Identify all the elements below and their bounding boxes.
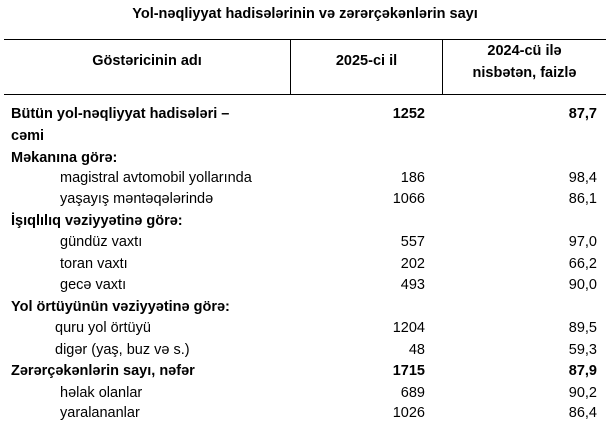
header-ratio: 2024-cü ilə nisbətən, faizlə bbox=[443, 40, 606, 84]
row-label: digər (yaş, buz və s.) bbox=[55, 342, 190, 358]
value-2025: 186 bbox=[400, 170, 425, 186]
value-2025: 689 bbox=[400, 385, 425, 401]
row-label: magistral avtomobil yollarında bbox=[60, 170, 252, 186]
value-ratio: 66,2 bbox=[568, 256, 597, 272]
value-2025: 1026 bbox=[392, 405, 425, 421]
row-label: həlak olanlar bbox=[60, 385, 143, 401]
table-row: digər (yaş, buz və s.) 48 59,3 bbox=[0, 340, 610, 360]
value-ratio: 86,1 bbox=[568, 191, 597, 207]
row-label: yaşayış məntəqələrində bbox=[60, 191, 214, 207]
table-row: yaşayış məntəqələrində 1066 86,1 bbox=[0, 189, 610, 209]
row-label: gündüz vaxtı bbox=[60, 234, 143, 250]
row-label: toran vaxtı bbox=[60, 256, 128, 272]
value-ratio: 86,4 bbox=[568, 405, 597, 421]
header-name: Göstəricinin adı bbox=[92, 53, 202, 69]
table-row: Yol örtüyünün vəziyyətinə görə: bbox=[0, 297, 610, 317]
value-ratio: 59,3 bbox=[568, 342, 597, 358]
column-divider bbox=[442, 39, 443, 94]
header-ratio-line1: 2024-cü ilə bbox=[487, 43, 562, 59]
table-row: magistral avtomobil yollarında 186 98,4 bbox=[0, 168, 610, 188]
row-label: Məkanına görə: bbox=[11, 150, 118, 166]
value-ratio: 97,0 bbox=[568, 234, 597, 250]
table-row: Zərərçəkənlərin sayı, nəfər 1715 87,9 bbox=[0, 361, 610, 381]
table-row: Məkanına görə: bbox=[0, 148, 610, 168]
value-ratio: 98,4 bbox=[568, 170, 597, 186]
value-2025: 1204 bbox=[392, 320, 425, 336]
table-row: Bütün yol-nəqliyyat hadisələri – 1252 87,7 bbox=[0, 104, 610, 124]
value-2025: 1252 bbox=[392, 106, 425, 122]
value-ratio: 87,9 bbox=[568, 363, 597, 379]
row-label: yaralananlar bbox=[60, 405, 140, 421]
table-row: İşıqlılıq vəziyyətinə görə: bbox=[0, 211, 610, 231]
row-label: Yol örtüyünün vəziyyətinə görə: bbox=[11, 299, 230, 315]
value-2025: 202 bbox=[400, 256, 425, 272]
table-row: gecə vaxtı 493 90,0 bbox=[0, 275, 610, 295]
table-row: quru yol örtüyü 1204 89,5 bbox=[0, 318, 610, 338]
value-2025: 1715 bbox=[392, 363, 425, 379]
row-label: gecə vaxtı bbox=[60, 277, 127, 293]
table-row: həlak olanlar 689 90,2 bbox=[0, 383, 610, 403]
row-label: quru yol örtüyü bbox=[55, 320, 151, 336]
row-label: cəmi bbox=[11, 128, 45, 144]
value-2025: 1066 bbox=[392, 191, 425, 207]
column-divider bbox=[290, 39, 291, 94]
table-row: toran vaxtı 202 66,2 bbox=[0, 254, 610, 274]
value-2025: 557 bbox=[400, 234, 425, 250]
table-row: gündüz vaxtı 557 97,0 bbox=[0, 232, 610, 252]
row-label: İşıqlılıq vəziyyətinə görə: bbox=[11, 213, 183, 229]
row-label: Bütün yol-nəqliyyat hadisələri – bbox=[11, 106, 230, 122]
table-row: yaralananlar 1026 86,4 bbox=[0, 403, 610, 423]
header-year: 2025-ci il bbox=[335, 53, 398, 69]
header-ratio-line2: nisbətən, faizlə bbox=[472, 65, 577, 81]
value-2025: 493 bbox=[400, 277, 425, 293]
table-title: Yol-nəqliyyat hadisələrinin və zərərçəkə… bbox=[132, 6, 478, 22]
header-top-rule bbox=[4, 39, 606, 40]
value-ratio: 89,5 bbox=[568, 320, 597, 336]
value-ratio: 90,0 bbox=[568, 277, 597, 293]
value-ratio: 90,2 bbox=[568, 385, 597, 401]
header-bottom-rule bbox=[4, 94, 606, 95]
table-row: cəmi bbox=[0, 126, 610, 146]
value-ratio: 87,7 bbox=[568, 106, 597, 122]
value-2025: 48 bbox=[408, 342, 425, 358]
row-label: Zərərçəkənlərin sayı, nəfər bbox=[11, 363, 195, 379]
